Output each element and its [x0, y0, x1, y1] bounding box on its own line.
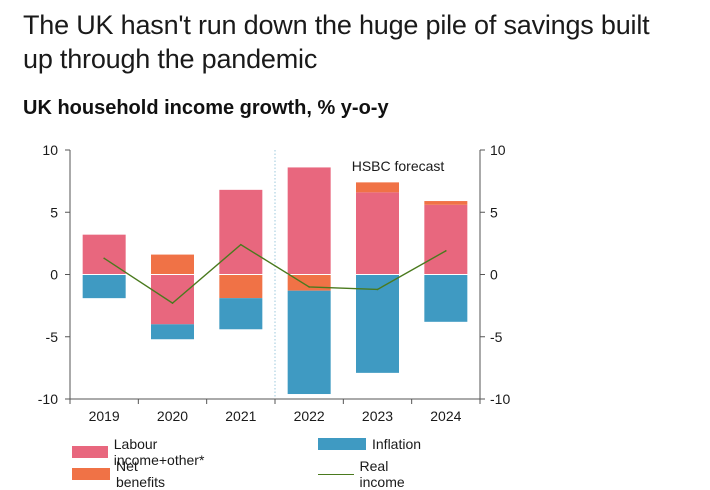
x-tick-label-2022: 2022 — [294, 408, 325, 424]
legend-item-real-income: Real income — [318, 458, 417, 490]
bar-labour-2023 — [356, 192, 399, 275]
x-tick-label-2024: 2024 — [430, 408, 461, 424]
y-tick-label-left: 0 — [50, 267, 58, 283]
bar-labour-2022 — [287, 167, 331, 275]
legend-label-labour: Labour income+other* — [113, 436, 205, 468]
y-tick-label-right: -10 — [490, 391, 510, 407]
legend-item-inflation: Inflation — [318, 436, 421, 452]
x-tick-label-2020: 2020 — [157, 408, 188, 424]
legend-label-inflation: Inflation — [372, 436, 422, 452]
x-tick-label-2021: 2021 — [225, 408, 256, 424]
y-tick-label-right: 5 — [490, 204, 498, 220]
chart-title: UK household income growth, % y-o-y — [23, 97, 389, 119]
headline: The UK hasn't run down the huge pile of … — [23, 10, 650, 74]
bar-net-benefits-2022 — [287, 274, 331, 291]
forecast-annotation: HSBC forecast — [352, 158, 445, 174]
bar-labour-2024 — [424, 204, 468, 275]
legend-swatch-inflation — [318, 438, 366, 450]
bar-inflation-2020 — [151, 324, 194, 340]
bar-inflation-2022 — [287, 290, 331, 395]
y-tick-label-left: 5 — [50, 204, 58, 220]
bar-inflation-2023 — [356, 274, 399, 373]
bar-labour-2020 — [151, 274, 194, 325]
bar-labour-2021 — [219, 189, 263, 275]
point-real-income-2020 — [171, 302, 174, 304]
y-tick-label-right: -5 — [490, 329, 503, 345]
y-tick-label-right: 0 — [490, 267, 498, 283]
bar-net-benefits-2023 — [356, 182, 399, 193]
y-tick-label-left: 10 — [42, 142, 58, 158]
bar-net-benefits-2024 — [424, 201, 468, 205]
legend-item-labour: Labour income+other* — [72, 436, 217, 468]
legend-swatch-net-benefits — [72, 468, 110, 480]
y-tick-label-right: 10 — [490, 142, 506, 158]
y-tick-label-left: -5 — [46, 329, 59, 345]
legend-swatch-real-income — [318, 473, 354, 475]
point-real-income-2021 — [240, 243, 242, 246]
point-real-income-2019 — [103, 257, 105, 260]
bar-inflation-2024 — [424, 274, 468, 322]
point-real-income-2023 — [376, 288, 379, 291]
x-tick-label-2023: 2023 — [362, 408, 393, 424]
legend-label-net-benefits: Net benefits — [115, 458, 165, 490]
point-real-income-2024 — [445, 250, 447, 252]
line-real-income — [103, 243, 447, 305]
bar-net-benefits-2020 — [151, 254, 194, 275]
legend-swatch-labour — [72, 446, 108, 458]
y-tick-label-left: -10 — [38, 391, 58, 407]
legend-item-net-benefits: Net benefits — [72, 458, 175, 490]
x-tick-label-2019: 2019 — [89, 408, 120, 424]
bar-net-benefits-2021 — [219, 274, 263, 299]
bar-inflation-2019 — [82, 274, 126, 299]
bar-inflation-2021 — [219, 298, 263, 330]
legend-label-real-income: Real income — [359, 458, 405, 490]
point-real-income-2022 — [308, 286, 310, 288]
